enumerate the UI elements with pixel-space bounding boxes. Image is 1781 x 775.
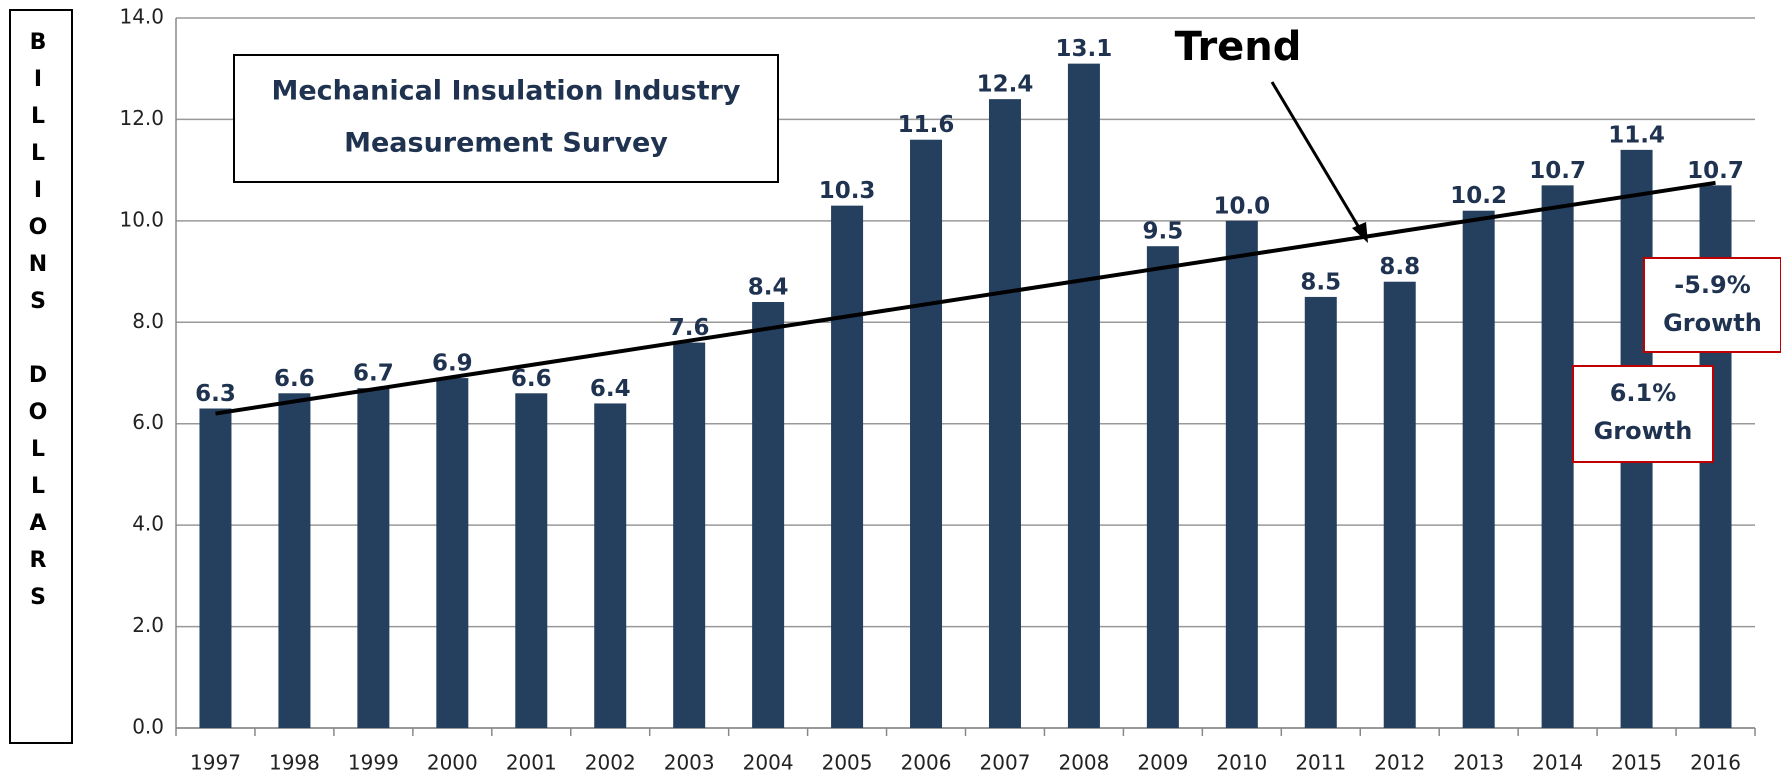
bar [278, 393, 311, 728]
x-tick-label: 2012 [1374, 751, 1425, 775]
x-tick-label: 2008 [1058, 751, 1109, 775]
bar [199, 408, 232, 728]
data-label: 11.6 [898, 112, 955, 138]
y-tick-label: 10.0 [119, 207, 164, 231]
bar [1304, 296, 1337, 728]
bar [831, 205, 864, 729]
bar [436, 378, 469, 728]
data-label: 12.4 [977, 72, 1034, 98]
annotation: -5.9% [1674, 271, 1751, 299]
y-tick-label: 12.0 [119, 106, 164, 130]
y-tick-label: 4.0 [132, 512, 164, 536]
x-tick-label: 2016 [1690, 751, 1741, 775]
x-tick-label: 2013 [1453, 751, 1504, 775]
x-tick-label: 2009 [1137, 751, 1188, 775]
bar [1146, 246, 1179, 728]
data-label: 6.9 [432, 351, 473, 377]
annotation: 6.1% [1610, 379, 1677, 407]
x-tick-label: 2007 [980, 751, 1031, 775]
chart-title: Mechanical Insulation Industry [271, 76, 740, 107]
data-label: 11.4 [1608, 122, 1665, 148]
bar [1225, 220, 1258, 728]
data-label: 6.6 [274, 366, 315, 392]
bar [1067, 63, 1100, 728]
annotation-box [1643, 257, 1781, 353]
bar [515, 393, 548, 728]
data-label: 10.3 [819, 178, 876, 204]
bar [594, 403, 627, 728]
bar [1541, 185, 1574, 728]
x-tick-label: 2005 [822, 751, 873, 775]
x-tick-label: 2010 [1216, 751, 1267, 775]
data-label: 8.8 [1379, 254, 1420, 280]
bar [1383, 281, 1416, 728]
x-tick-label: 1998 [269, 751, 320, 775]
x-tick-label: 1999 [348, 751, 399, 775]
y-tick-label: 8.0 [132, 309, 164, 333]
data-label: 10.2 [1450, 183, 1507, 209]
x-tick-label: 2000 [427, 751, 478, 775]
bar [357, 388, 390, 728]
y-label: BILLIONS DOLLARS [26, 30, 51, 622]
data-label: 10.0 [1213, 193, 1270, 219]
data-label: 6.6 [511, 366, 552, 392]
chart-title: Measurement Survey [344, 128, 668, 159]
trend-line [215, 180, 1716, 416]
y-tick-label: 14.0 [119, 5, 164, 29]
data-label: 8.4 [748, 275, 789, 301]
data-label: 9.5 [1143, 219, 1184, 245]
annotation: Growth [1594, 417, 1693, 445]
data-label: 10.7 [1529, 158, 1586, 184]
y-tick-label: 2.0 [132, 613, 164, 637]
trend-arrow [1270, 81, 1366, 237]
data-label: 6.4 [590, 376, 631, 402]
data-label: 10.7 [1687, 158, 1744, 184]
x-tick-label: 2004 [743, 751, 794, 775]
title-box [233, 54, 779, 183]
bar [752, 302, 785, 728]
data-label: 13.1 [1056, 36, 1113, 62]
y-tick-label: 0.0 [132, 715, 164, 739]
x-tick-label: 2011 [1295, 751, 1346, 775]
annotation-box [1572, 365, 1714, 463]
y-tick-label: 6.0 [132, 410, 164, 434]
bar [910, 139, 943, 728]
x-tick-label: 1997 [190, 751, 241, 775]
bar [673, 342, 706, 728]
x-tick-label: 2014 [1532, 751, 1583, 775]
trend-label: Trend [1175, 24, 1302, 70]
x-tick-label: 2015 [1611, 751, 1662, 775]
data-label: 8.5 [1300, 269, 1341, 295]
x-tick-label: 2001 [506, 751, 557, 775]
data-label: 6.7 [353, 361, 394, 387]
bar [988, 99, 1021, 728]
data-label: 6.3 [195, 381, 236, 407]
annotation: Growth [1663, 309, 1762, 337]
x-tick-label: 2003 [664, 751, 715, 775]
x-tick-label: 2002 [585, 751, 636, 775]
x-tick-label: 2006 [901, 751, 952, 775]
bar [1462, 210, 1495, 728]
y-label-box [9, 9, 73, 744]
